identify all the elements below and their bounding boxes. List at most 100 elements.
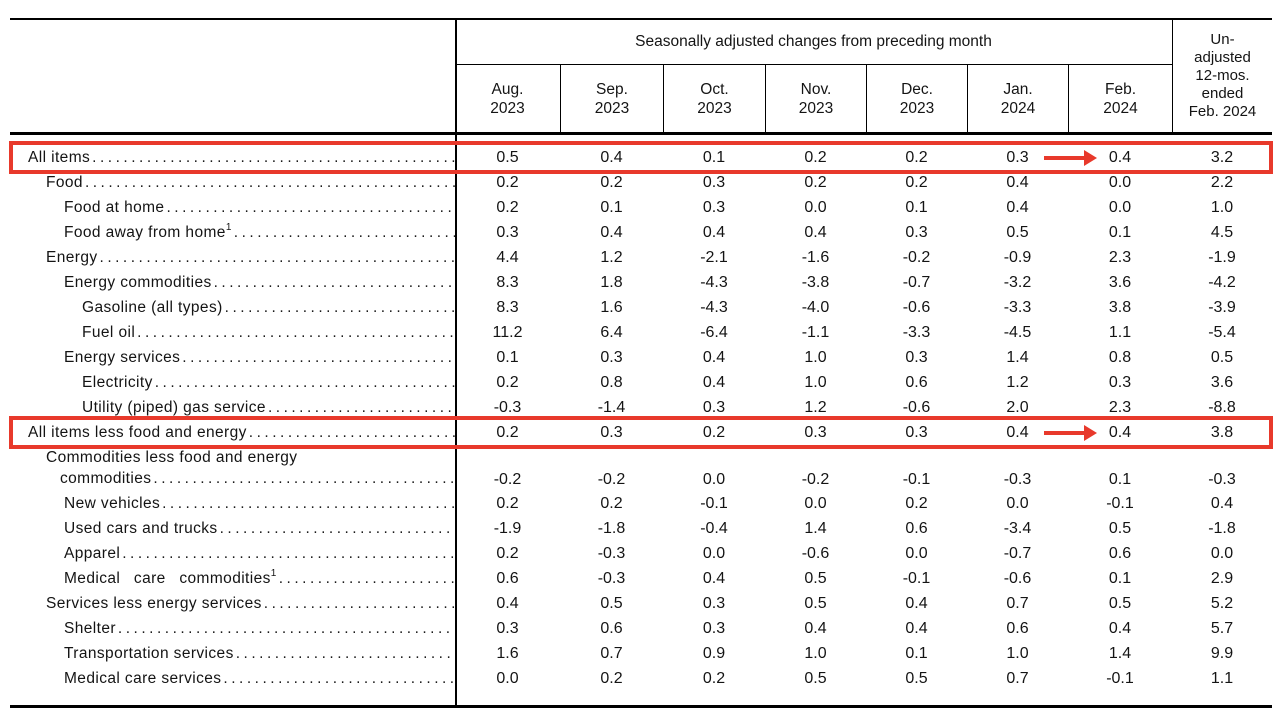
- value-cell: 0.1: [1108, 569, 1132, 587]
- leader-dots: [221, 668, 455, 689]
- value-cell: -4.3: [700, 298, 728, 316]
- value-cell: 1.4: [804, 519, 827, 537]
- value-cell: -4.0: [801, 298, 830, 316]
- value-cell: -1.9: [493, 519, 522, 537]
- value-cell: -0.3: [1208, 471, 1236, 488]
- value-cell: 1.8: [600, 273, 623, 291]
- table-row: All items less food and energy 0.2 0.3 0.2 0…: [9, 416, 1273, 449]
- table-row: Shelter 0.3 0.6 0.3 0.4 0.4 0.6 0.4 5.7: [10, 616, 1272, 641]
- value-cell: 5.7: [1210, 619, 1234, 637]
- value-cell: 1.0: [804, 373, 827, 391]
- value-cell: -0.1: [902, 569, 931, 587]
- value-cell: 0.3: [1006, 148, 1029, 166]
- value-cell: 4.4: [496, 248, 519, 266]
- value-cell: -0.9: [1003, 248, 1032, 266]
- table-header: Seasonally adjusted changes from precedi…: [10, 20, 1272, 135]
- value-cell: 0.3: [905, 423, 928, 441]
- value-cell: -3.4: [1003, 519, 1032, 537]
- row-label: All items: [10, 145, 455, 170]
- value-cell: 0.0: [804, 494, 827, 512]
- value-cell: 0.6: [1006, 619, 1029, 637]
- leader-dots: [151, 468, 455, 489]
- value-cell: 0.0: [1006, 494, 1029, 512]
- value-cell: -0.1: [902, 471, 931, 488]
- table-row: All items 0.5 0.4 0.1 0.2 0.2 0.3 0.4 3.2: [9, 141, 1273, 174]
- value-cell: -0.7: [902, 273, 931, 291]
- value-cell: 0.4: [702, 373, 726, 391]
- value-cell: 0.5: [1108, 594, 1132, 612]
- value-cell: 0.1: [905, 198, 928, 216]
- row-label: Commodities less food and energy commodit…: [10, 445, 455, 491]
- value-cell: 0.5: [804, 669, 827, 687]
- month-header-cell: Aug. 2023: [490, 80, 525, 117]
- table-row: Medical care services 0.0 0.2 0.2 0.5 0.5 0.7 -…: [10, 666, 1272, 691]
- value-cell: -4.5: [1003, 323, 1032, 341]
- red-arrow-icon: [1044, 424, 1097, 441]
- leader-dots: [164, 197, 455, 218]
- value-cell: 0.2: [702, 423, 726, 441]
- unadjusted-header-line: adjusted: [1194, 49, 1251, 66]
- value-cell: -1.9: [1208, 248, 1236, 266]
- leader-dots: [180, 347, 455, 368]
- value-cell: 1.2: [1006, 373, 1029, 391]
- table-row: Apparel 0.2 -0.3 0.0 -0.6 0.0 -0.7 0.6 0.0: [10, 541, 1272, 566]
- row-label: Apparel: [10, 541, 455, 566]
- value-cell: -1.6: [801, 248, 830, 266]
- value-cell: 6.4: [600, 323, 623, 341]
- leader-dots: [277, 568, 455, 589]
- month-header-cell: Sep. 2023: [560, 65, 663, 132]
- month-header-row: Aug. 2023 Sep. 2023 Oct. 2023 Nov. 2023 Dec. 2023…: [455, 65, 1172, 132]
- value-cell: 0.2: [496, 494, 519, 512]
- leader-dots: [160, 493, 455, 514]
- row-label: Food at home: [10, 195, 455, 220]
- value-cell: 3.2: [1210, 148, 1234, 166]
- value-cell: -0.6: [801, 544, 830, 562]
- value-cell: 0.2: [600, 173, 623, 191]
- value-cell: 0.3: [702, 198, 726, 216]
- table-row: Energy commodities 8.3 1.8 -4.3 -3.8 -0.7 -3.2…: [10, 270, 1272, 295]
- table-row: Food 0.2 0.2 0.3 0.2 0.2 0.4 0.0 2.2: [10, 170, 1272, 195]
- value-cell: -0.7: [1003, 544, 1032, 562]
- unadjusted-header-line: Feb. 2024: [1188, 103, 1257, 120]
- value-cell: -3.9: [1208, 298, 1236, 316]
- table-row: Commodities less food and energy commodit…: [10, 445, 1272, 491]
- value-cell: 0.4: [600, 223, 623, 241]
- value-cell: 0.0: [702, 471, 726, 488]
- value-cell: 0.4: [1006, 173, 1029, 191]
- value-cell: 0.4: [804, 619, 827, 637]
- leader-dots: [120, 543, 455, 564]
- value-cell: -0.3: [493, 398, 522, 416]
- value-cell: 0.6: [1108, 544, 1132, 562]
- value-cell: 0.5: [804, 569, 827, 587]
- value-cell: 0.3: [496, 223, 519, 241]
- value-cell: 8.3: [496, 273, 519, 291]
- row-label: Fuel oil: [10, 320, 455, 345]
- value-cell: 0.4: [702, 569, 726, 587]
- value-cell: 5.2: [1210, 594, 1234, 612]
- table-row: Energy services 0.1 0.3 0.4 1.0 0.3 1.4 0.8 0.5: [10, 345, 1272, 370]
- value-cell: 0.4: [905, 619, 928, 637]
- value-cell: 0.7: [1006, 669, 1029, 687]
- value-cell: 0.0: [702, 544, 726, 562]
- value-cell: 0.1: [1108, 223, 1132, 241]
- value-cell: 0.4: [702, 223, 726, 241]
- table-row: Utility (piped) gas service -0.3 -1.4 0.3 1.…: [10, 395, 1272, 420]
- value-cell: 0.3: [804, 423, 827, 441]
- value-cell: -0.3: [597, 544, 626, 562]
- spanner-header: Seasonally adjusted changes from precedi…: [455, 20, 1172, 65]
- row-label: Electricity: [10, 370, 455, 395]
- value-cell: -4.2: [1208, 273, 1236, 291]
- leader-dots: [266, 397, 455, 418]
- value-cell: 0.3: [1108, 373, 1132, 391]
- value-cell: 0.7: [1006, 594, 1029, 612]
- row-label: Utility (piped) gas service: [10, 395, 455, 420]
- row-label: Energy services: [10, 345, 455, 370]
- value-cell: 1.2: [600, 248, 623, 266]
- value-cell: 0.4: [1108, 423, 1132, 441]
- unadjusted-header-line: 12-mos.: [1195, 67, 1250, 84]
- value-cell: 0.8: [600, 373, 623, 391]
- leader-dots: [218, 518, 455, 539]
- table-row: Medical care commodities1 0.6 -0.3 0.4 0.5 -0…: [10, 566, 1272, 591]
- table-row: Services less energy services 0.4 0.5 0.3 0.…: [10, 591, 1272, 616]
- value-cell: 0.1: [702, 148, 726, 166]
